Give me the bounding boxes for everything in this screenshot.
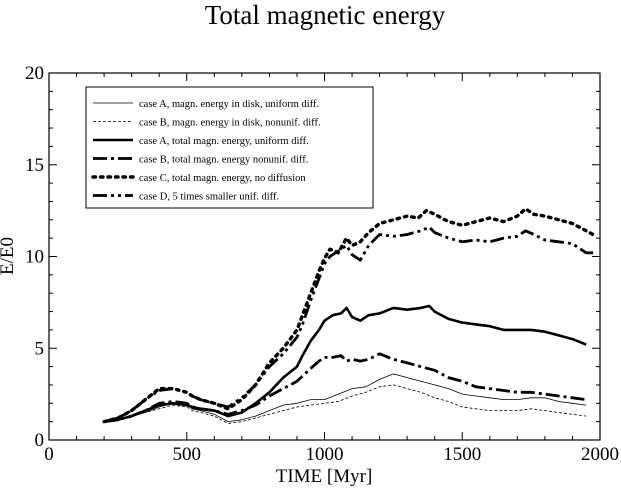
x-tick-label: 500 [173, 444, 202, 465]
x-tick-label: 1500 [443, 444, 481, 465]
series-line-2 [103, 304, 587, 423]
series-line-0 [104, 373, 587, 423]
legend-label: case B, total magn. energy nonunif. diff… [139, 155, 308, 166]
series-line-5 [103, 225, 594, 423]
y-tick-label: 0 [35, 430, 45, 451]
legend-box [85, 86, 374, 209]
legend-label: case B, magn. energy in disk, nonunif. d… [139, 118, 321, 129]
series-line-4 [102, 207, 595, 424]
chart-title: Total magnetic energy [205, 0, 446, 30]
axis-ticks: 0 500 1000 1500 2000 0 5 10 15 20 [25, 63, 619, 465]
series-line-1 [104, 384, 587, 424]
legend-label: case A, magn. energy in disk, uniform di… [139, 99, 319, 110]
y-tick-label: 20 [25, 63, 44, 84]
legend-label: case C, total magn. energy, no diffusion [139, 173, 306, 184]
y-tick-label: 5 [35, 338, 45, 359]
series-line-3 [103, 352, 587, 423]
x-tick-label: 1000 [306, 444, 344, 465]
legend-label: case D, 5 times smaller unif. diff. [139, 192, 279, 203]
legend-label: case A, total magn. energy, uniform diff… [139, 136, 309, 147]
x-tick-label: 0 [44, 444, 54, 465]
x-axis-label: TIME [Myr] [276, 466, 373, 487]
legend: case A, magn. energy in disk, uniform di… [85, 86, 374, 209]
y-tick-label: 15 [25, 155, 44, 176]
y-tick-label: 10 [25, 247, 44, 268]
x-tick-label: 2000 [581, 444, 619, 465]
y-axis-label: E/E0 [0, 237, 18, 275]
series-lines [102, 207, 595, 424]
